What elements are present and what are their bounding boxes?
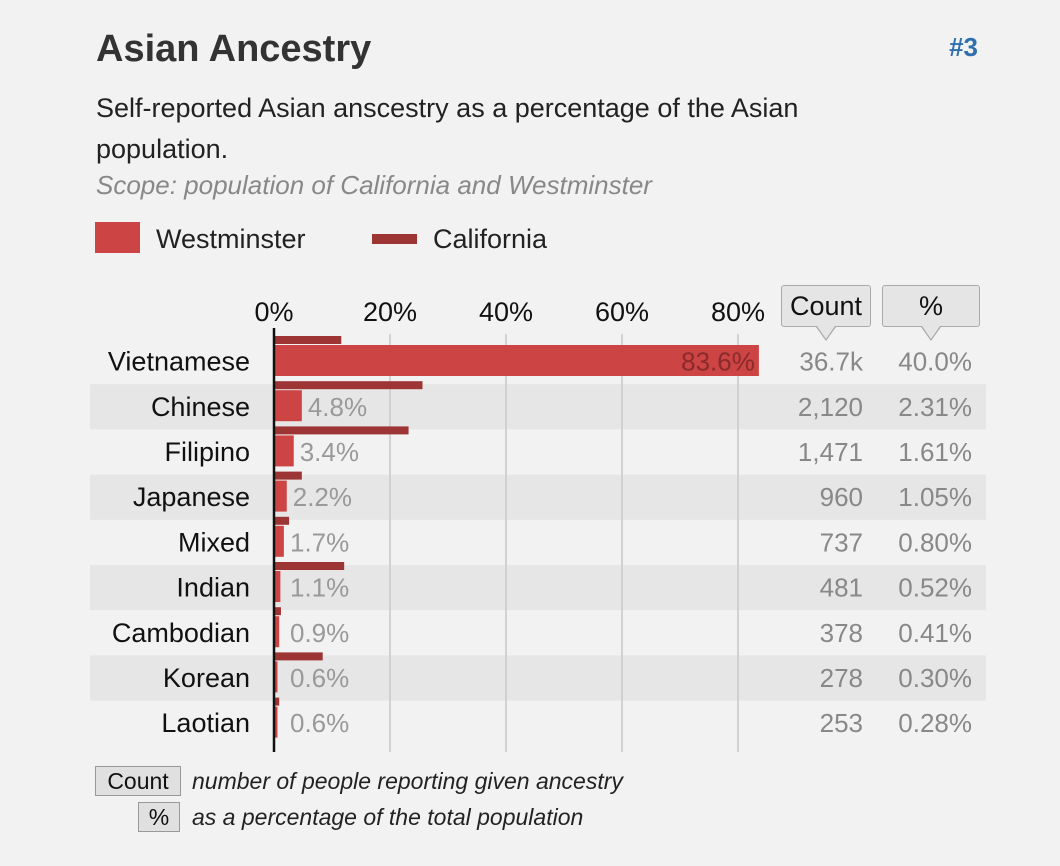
footer-percent-button[interactable]: % [138, 802, 180, 832]
row-stripe [90, 565, 986, 611]
chart-title: Asian Ancestry [96, 28, 372, 70]
count-cell: 36.7k [799, 347, 864, 377]
count-cell: 737 [820, 527, 863, 557]
westminster-bar [274, 661, 278, 693]
x-tick-label: 20% [363, 297, 417, 327]
category-label: Mixed [178, 527, 250, 557]
category-label: Chinese [151, 392, 250, 422]
percent-cell: 1.05% [898, 482, 972, 512]
legend-california-line [372, 234, 417, 244]
count-column-button[interactable]: Count [781, 285, 871, 341]
legend-westminster-label: Westminster [156, 224, 306, 254]
category-label: Cambodian [112, 618, 250, 648]
count-cell: 481 [820, 573, 863, 603]
count-cell: 378 [820, 618, 863, 648]
california-bar [274, 381, 423, 390]
westminster-bar [274, 706, 278, 738]
westminster-bar [274, 571, 281, 602]
legend-westminster-swatch [95, 222, 140, 253]
x-tick-label: 40% [479, 297, 533, 327]
california-bar [274, 607, 281, 616]
california-bar [274, 562, 345, 570]
footer-count-button[interactable]: Count [95, 766, 181, 796]
value-label: 1.1% [290, 573, 349, 603]
count-cell: 253 [820, 708, 863, 738]
westminster-bar [274, 480, 287, 512]
row-stripe [90, 655, 986, 701]
percent-cell: 1.61% [898, 437, 972, 467]
footer-percent-text: as a percentage of the total population [192, 804, 584, 830]
percent-cell: 0.28% [898, 708, 972, 738]
westminster-bar [274, 390, 302, 422]
row-stripe [90, 474, 986, 520]
value-label: 2.2% [293, 482, 352, 512]
california-bar [274, 336, 342, 344]
california-bar [274, 426, 409, 435]
category-label: Japanese [133, 482, 250, 512]
westminster-bar [274, 345, 759, 376]
chart-description: Self-reported Asian anscestry as a perce… [96, 93, 799, 164]
legend-california-label: California [433, 224, 548, 254]
count-cell: 1,471 [798, 437, 863, 467]
percent-cell: 0.41% [898, 618, 972, 648]
category-label: Korean [163, 663, 250, 693]
category-label: Vietnamese [108, 347, 250, 377]
count-cell: 2,120 [798, 392, 863, 422]
value-label: 0.6% [290, 663, 349, 693]
westminster-bar [274, 616, 280, 648]
california-bar [274, 516, 290, 525]
value-label: 4.8% [308, 392, 367, 422]
category-label: Laotian [161, 708, 250, 738]
footer-count-text: number of people reporting given ancestr… [192, 768, 623, 794]
count-cell: 278 [820, 663, 863, 693]
x-tick-label: 60% [595, 297, 649, 327]
value-label: 83.6% [681, 347, 755, 377]
value-label: 0.6% [290, 708, 349, 738]
westminster-bar [274, 435, 294, 467]
california-bar [274, 697, 280, 706]
westminster-bar [274, 525, 284, 557]
category-label: Filipino [164, 437, 250, 467]
value-label: 1.7% [290, 527, 349, 557]
value-label: 3.4% [300, 437, 359, 467]
chart-scope: Scope: population of California and West… [96, 170, 652, 200]
category-label: Indian [176, 573, 250, 603]
california-bar [274, 652, 323, 661]
percent-cell: 2.31% [898, 392, 972, 422]
percent-cell: 0.30% [898, 663, 972, 693]
x-tick-label: 0% [254, 297, 293, 327]
percent-cell: 0.52% [898, 573, 972, 603]
count-cell: 960 [820, 482, 863, 512]
rank-link[interactable]: #3 [949, 32, 978, 62]
row-stripe [90, 384, 986, 430]
x-tick-label: 80% [711, 297, 765, 327]
california-bar [274, 471, 302, 480]
percent-cell: 0.80% [898, 527, 972, 557]
value-label: 0.9% [290, 618, 349, 648]
percent-column-button[interactable]: % [882, 285, 980, 341]
percent-cell: 40.0% [898, 347, 972, 377]
